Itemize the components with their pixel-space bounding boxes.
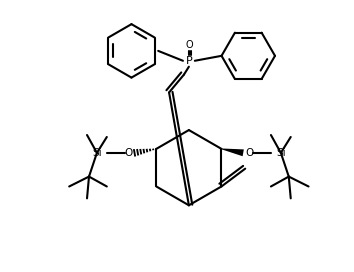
Text: O: O — [245, 148, 253, 158]
Polygon shape — [221, 149, 244, 156]
Text: Si: Si — [276, 148, 286, 158]
Text: O: O — [125, 148, 133, 158]
Text: Si: Si — [92, 148, 102, 158]
Text: P: P — [185, 56, 192, 66]
Text: O: O — [185, 40, 193, 50]
